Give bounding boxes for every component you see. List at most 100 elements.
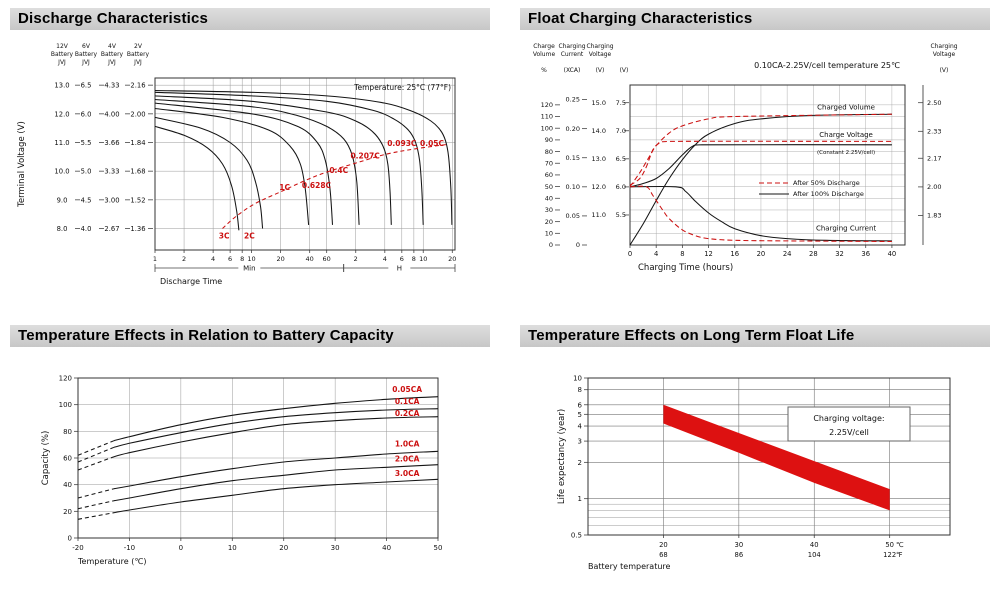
svg-text:Charging: Charging [586, 43, 613, 50]
svg-text:1C: 1C [279, 183, 290, 192]
svg-text:Charging Current: Charging Current [816, 224, 876, 232]
svg-text:0.10CA-2.25V/cell temperature: 0.10CA-2.25V/cell temperature 25℃ [754, 61, 900, 70]
temp-capacity-chart: -20 -10 0 10 20 30 40 50 0 20 40 60 80 100 120 0.05CA 0.… [41, 375, 442, 567]
svg-text:5: 5 [578, 411, 582, 419]
svg-text:Temperature: 25°C (77°F): Temperature: 25°C (77°F) [353, 83, 451, 92]
svg-text:2.25V/cell: 2.25V/cell [829, 428, 869, 437]
svg-text:0: 0 [68, 535, 72, 543]
svg-text:12: 12 [704, 250, 713, 258]
svg-text:6.5: 6.5 [616, 155, 626, 163]
svg-text:JVJ: JVJ [107, 59, 116, 66]
svg-text:0.15: 0.15 [566, 154, 580, 162]
svg-text:90: 90 [545, 136, 553, 144]
svg-text:2.00: 2.00 [927, 183, 941, 191]
svg-text:0.207C: 0.207C [350, 152, 380, 161]
svg-text:2C: 2C [244, 231, 255, 240]
capacity-curve-dash-0.05CA [77, 440, 115, 456]
svg-text:12.0: 12.0 [54, 110, 69, 118]
svg-text:3.66: 3.66 [104, 139, 119, 147]
svg-text:40: 40 [810, 541, 819, 549]
svg-text:20: 20 [545, 218, 553, 226]
svg-text:2: 2 [578, 459, 582, 467]
svg-text:68: 68 [659, 551, 668, 559]
svg-text:50: 50 [545, 183, 553, 191]
charging-voltage-annotation-box [787, 406, 911, 442]
svg-text:10: 10 [247, 255, 255, 263]
life-expectancy-band [663, 404, 890, 511]
svg-text:20: 20 [757, 250, 766, 258]
svg-text:2.67: 2.67 [104, 225, 119, 233]
svg-text:5.5: 5.5 [616, 211, 626, 219]
svg-text:3C: 3C [219, 231, 230, 240]
discharge-curve-0.4C [154, 98, 360, 225]
svg-text:Terminal Voltage (V): Terminal Voltage (V) [17, 121, 27, 208]
svg-text:6: 6 [228, 255, 232, 263]
charged-volume-50 [629, 113, 892, 187]
svg-text:100: 100 [541, 124, 553, 132]
svg-text:Charged Volume: Charged Volume [817, 104, 875, 112]
svg-text:0.05C: 0.05C [420, 139, 445, 148]
svg-text:JVJ: JVJ [81, 59, 90, 66]
svg-text:4: 4 [211, 255, 215, 263]
svg-text:JVJ: JVJ [133, 59, 142, 66]
svg-text:10.0: 10.0 [54, 168, 69, 176]
float-life-plot: 1086543210.5206830864010450122℃℉Charging… [557, 375, 951, 571]
charging-current-100 [629, 185, 892, 242]
svg-text:40: 40 [382, 544, 391, 552]
capacity-curve-0.1CA [113, 408, 439, 448]
svg-text:8: 8 [412, 255, 416, 263]
capacity-curve-2.0CA [113, 464, 439, 502]
panel-float-life: Temperature Effects on Long Term Float L… [520, 325, 990, 597]
temp-capacity-plot: -20 -10 0 10 20 30 40 50 0 20 40 60 80 100 120 0.05CA 0.… [41, 375, 442, 567]
svg-text:Battery: Battery [101, 51, 124, 58]
capacity-curve-0.2CA [113, 416, 439, 458]
svg-text:80: 80 [63, 428, 72, 436]
discharge-curve-1C [154, 107, 310, 225]
svg-text:12V: 12V [56, 43, 69, 50]
svg-text:2.33: 2.33 [927, 128, 941, 136]
svg-text:1.36: 1.36 [130, 225, 145, 233]
svg-text:13.0: 13.0 [54, 82, 69, 90]
capacity-curve-dash-3.0CA [77, 512, 115, 520]
svg-text:H: H [397, 265, 402, 273]
svg-text:0: 0 [179, 544, 183, 552]
svg-text:JVJ: JVJ [57, 59, 66, 66]
svg-text:6.5: 6.5 [81, 82, 92, 90]
svg-text:Battery: Battery [127, 51, 150, 58]
svg-text:Life expectancy (year): Life expectancy (year) [557, 409, 567, 504]
svg-text:Voltage: Voltage [589, 51, 612, 58]
svg-text:1.0CA: 1.0CA [395, 440, 420, 449]
svg-text:0.628C: 0.628C [302, 181, 332, 190]
discharge-curve-0.093C [154, 91, 424, 225]
panel-discharge: Discharge Characteristics 1 2 4 6 8 10 20 40 60 2… [10, 8, 490, 292]
discharge-section-title: Discharge Characteristics [10, 8, 490, 30]
svg-text:0.5: 0.5 [571, 532, 582, 540]
panel-temp-capacity: Temperature Effects in Relation to Batte… [10, 325, 490, 597]
svg-text:14.0: 14.0 [592, 127, 606, 135]
svg-text:1.52: 1.52 [130, 196, 145, 204]
svg-text:2.16: 2.16 [130, 82, 145, 90]
svg-text:6.0: 6.0 [616, 183, 626, 191]
svg-text:Charging: Charging [930, 43, 957, 50]
svg-text:(XCA): (XCA) [564, 67, 581, 74]
svg-text:Charging Time (hours): Charging Time (hours) [638, 263, 733, 273]
svg-text:1: 1 [578, 495, 582, 503]
discharge-plot: 1 2 4 6 8 10 20 40 60 2 4 6 8 10 2012VBatteryJVJ6VBatt… [17, 43, 456, 286]
svg-text:3.00: 3.00 [104, 196, 119, 204]
capacity-curve-3.0CA [113, 478, 439, 514]
svg-text:6: 6 [400, 255, 404, 263]
svg-text:20: 20 [63, 508, 72, 516]
svg-text:Battery temperature: Battery temperature [588, 562, 671, 571]
svg-text:20: 20 [659, 541, 668, 549]
svg-text:Charging voltage:: Charging voltage: [813, 414, 884, 423]
svg-text:1.83: 1.83 [927, 212, 941, 220]
svg-text:(V): (V) [620, 67, 629, 74]
svg-text:Min: Min [243, 265, 255, 273]
svg-text:0: 0 [549, 241, 553, 249]
svg-text:0.093C: 0.093C [387, 139, 417, 148]
svg-text:20: 20 [448, 255, 456, 263]
svg-text:Charge: Charge [533, 43, 555, 50]
capacity-curve-dash-0.1CA [77, 446, 115, 463]
charge-voltage-100 [629, 144, 892, 188]
svg-text:5.0: 5.0 [81, 168, 92, 176]
